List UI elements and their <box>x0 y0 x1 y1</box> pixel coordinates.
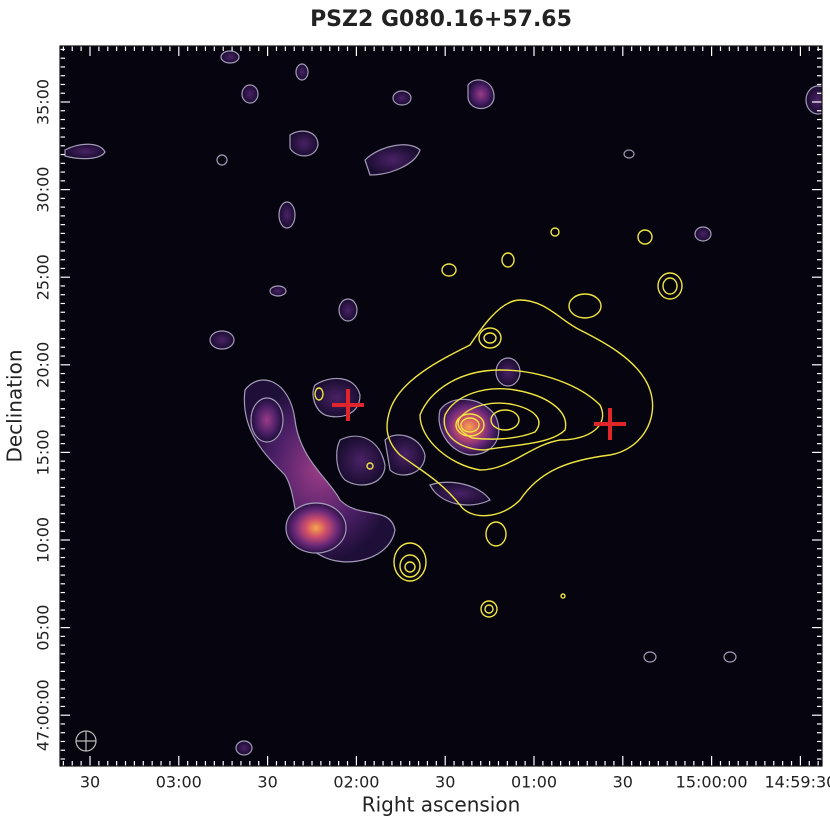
y-tick-label: 05:00 <box>34 605 53 651</box>
y-tick-label: 30:00 <box>34 167 53 213</box>
x-tick-label: 01:00 <box>511 773 557 792</box>
x-tick-label: 30 <box>435 773 455 792</box>
x-axis-label: Right ascension <box>362 793 521 817</box>
point-source <box>665 281 675 291</box>
y-tick-label: 20:00 <box>34 342 53 388</box>
y-tick-label: 10:00 <box>34 517 53 563</box>
map <box>60 46 822 766</box>
y-tick-label: 47:00:00 <box>34 679 53 751</box>
x-tick-label: 30 <box>257 773 277 792</box>
beam <box>75 730 97 752</box>
y-tick-label: 15:00 <box>34 429 53 475</box>
x-tick-label: 15:00:00 <box>676 773 748 792</box>
tick-marks <box>60 46 822 766</box>
frame <box>59 45 823 767</box>
y-tick-label: 35:00 <box>34 79 53 125</box>
x-tick-label: 14:59:30 <box>764 773 830 792</box>
xray-contours <box>314 227 683 618</box>
x-tick-label: 30 <box>80 773 100 792</box>
x-tick-label: 30 <box>613 773 633 792</box>
y-axis-label: Declination <box>3 349 27 462</box>
background <box>60 46 822 766</box>
title: PSZ2 G080.16+57.65 <box>310 7 572 32</box>
markers <box>332 389 626 440</box>
radio-emission <box>64 50 822 756</box>
x-tick-label: 02:00 <box>333 773 379 792</box>
x-tick-label: 03:00 <box>156 773 202 792</box>
y-tick-label: 25:00 <box>34 254 53 300</box>
